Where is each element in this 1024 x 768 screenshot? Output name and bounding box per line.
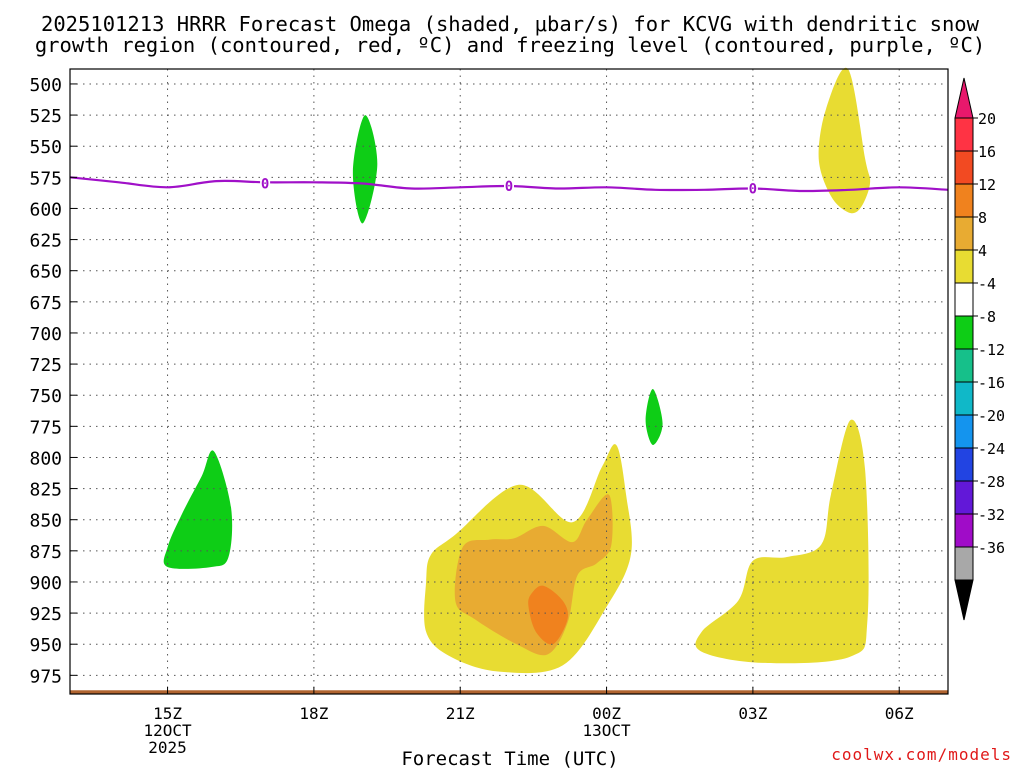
region-green-left: [163, 450, 233, 569]
x-tick-label: 00Z: [592, 704, 621, 723]
ground-surface: [70, 690, 948, 694]
colorbar-segment: [954, 249, 974, 284]
y-tick-label: 525: [29, 106, 62, 127]
colorbar-label: 12: [978, 176, 996, 194]
colorbar-segment: [954, 183, 974, 218]
colorbar-segment: [954, 348, 974, 383]
y-tick-label: 625: [29, 231, 62, 252]
colorbar-segment: [954, 513, 974, 548]
contour-label: 0: [505, 179, 513, 195]
y-tick-label: 675: [29, 293, 62, 314]
x-tick-date: 12OCT: [143, 721, 192, 740]
colorbar-label: -20: [978, 407, 1005, 425]
plot-frame: [69, 68, 949, 695]
chart-title-line-1: 2025101213 HRRR Forecast Omega (shaded, …: [41, 12, 980, 36]
colorbar-segment: [954, 381, 974, 416]
colorbar-top-arrow: [954, 77, 974, 119]
omega-shaded-regions: [163, 67, 871, 674]
y-tick-label: 900: [29, 573, 62, 594]
omega-colorbar: 20 16 12 8 4 -4 -8 -12 -16 -20 -24 -28 -32 -36: [954, 77, 1005, 621]
region-green-upper: [352, 115, 378, 224]
y-tick-label: 850: [29, 511, 62, 532]
x-tick-date: 13OCT: [582, 721, 631, 740]
colorbar-label: 4: [978, 242, 987, 260]
colorbar-segment: [954, 117, 974, 152]
colorbar-label: 16: [978, 143, 996, 161]
contour-label-bg: [504, 178, 514, 194]
colorbar-segment: [954, 150, 974, 185]
colorbar-segment: [954, 447, 974, 482]
contour-label-bg: [260, 175, 271, 191]
grid-lines: [70, 69, 948, 694]
region-yellow-lower-right: [695, 419, 869, 664]
y-tick-label: 650: [29, 262, 62, 283]
y-tick-label: 750: [29, 386, 62, 407]
y-tick-label: 550: [29, 137, 62, 158]
colorbar-label: 8: [978, 209, 987, 227]
y-tick-label: 575: [29, 168, 62, 189]
x-axis-title: Forecast Time (UTC): [401, 748, 618, 768]
y-tick-label: 700: [29, 324, 62, 345]
colorbar-bottom-arrow: [954, 579, 974, 621]
y-tick-label: 775: [29, 417, 62, 438]
colorbar-label: -32: [978, 506, 1005, 524]
x-tick-label: 15Z: [153, 704, 182, 723]
colorbar-label: -8: [978, 308, 996, 326]
x-tick-year: 2025: [148, 738, 187, 757]
region-green-small: [645, 388, 663, 446]
y-tick-label: 725: [29, 355, 62, 376]
colorbar-label: -12: [978, 341, 1005, 359]
x-tick-label: 18Z: [299, 704, 328, 723]
y-tick-label: 875: [29, 542, 62, 563]
x-tick-label: 06Z: [885, 704, 914, 723]
contour-label: 0: [749, 182, 757, 198]
region-orange-light: [454, 494, 613, 656]
colorbar-segment: [954, 546, 974, 581]
freezing-level-contour: 0 0 0: [69, 175, 949, 198]
colorbar-segment: [954, 216, 974, 251]
plot-area: 0 0 0: [69, 67, 949, 695]
colorbar-label: -4: [978, 275, 996, 293]
y-tick-label: 800: [29, 448, 62, 469]
contour-label: 0: [261, 177, 269, 193]
y-tick-label: 500: [29, 75, 62, 96]
y-axis: 500 525 550 575 600 625 650 675 700 725 750 775 800 8…: [29, 75, 77, 687]
y-tick-label: 950: [29, 635, 62, 656]
y-tick-label: 975: [29, 666, 62, 687]
colorbar-segment: [954, 480, 974, 515]
chart-title-line-2: growth region (contoured, red, ºC) and f…: [35, 33, 985, 57]
colorbar-label: -24: [978, 440, 1005, 458]
x-tick-label: 21Z: [446, 704, 475, 723]
source-credit: coolwx.com/models: [831, 745, 1012, 764]
colorbar-label: -28: [978, 473, 1005, 491]
contour-label-bg: [747, 180, 758, 196]
colorbar-segment: [954, 315, 974, 350]
colorbar-segment: [954, 414, 974, 449]
y-tick-label: 825: [29, 480, 62, 501]
colorbar-label: 20: [978, 110, 996, 128]
y-tick-label: 600: [29, 199, 62, 220]
colorbar-segment: [954, 282, 974, 317]
colorbar-label: -16: [978, 374, 1005, 392]
colorbar-label: -36: [978, 539, 1005, 557]
y-tick-label: 925: [29, 604, 62, 625]
region-orange-core: [528, 585, 569, 645]
x-tick-label: 03Z: [738, 704, 767, 723]
